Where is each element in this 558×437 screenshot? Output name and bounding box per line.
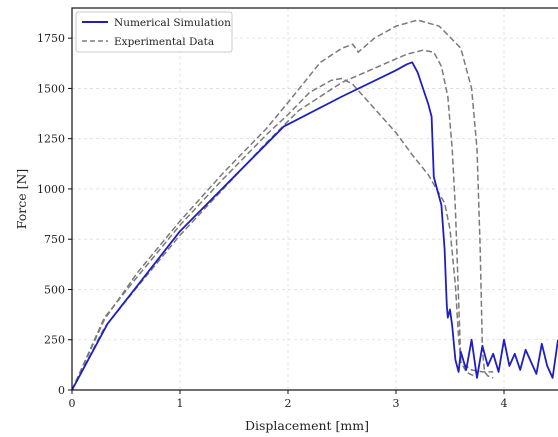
plot-frame xyxy=(71,7,558,391)
y-axis-label: Force [N] xyxy=(14,169,29,230)
y-tick-label: 1000 xyxy=(37,183,65,196)
x-tick-label: 4 xyxy=(501,397,508,410)
y-tick-label: 1750 xyxy=(37,32,65,45)
series-line-experimental-1 xyxy=(71,77,478,391)
y-tick-label: 1250 xyxy=(37,133,65,146)
series-line-experimental-2 xyxy=(71,49,494,391)
y-tick-label: 0 xyxy=(58,384,65,397)
y-tick-label: 250 xyxy=(44,334,65,347)
x-tick-label: 1 xyxy=(177,397,184,410)
y-tick-label: 750 xyxy=(44,233,65,246)
x-axis: 0 1 2 3 4 xyxy=(69,390,508,410)
series-lines xyxy=(71,19,558,391)
legend-box xyxy=(75,11,233,53)
y-tick-label: 1500 xyxy=(37,82,65,95)
legend-label-numerical: Numerical Simulation xyxy=(114,17,231,29)
grid xyxy=(71,8,558,391)
y-tick-label: 500 xyxy=(44,283,65,296)
x-tick-label: 2 xyxy=(285,397,292,410)
legend-label-experimental: Experimental Data xyxy=(114,36,214,48)
series-line-experimental-3 xyxy=(71,19,494,391)
legend: Numerical Simulation Experimental Data xyxy=(75,11,233,53)
x-axis-label: Displacement [mm] xyxy=(245,418,369,433)
x-tick-label: 3 xyxy=(393,397,400,410)
series-line-numerical-simulation xyxy=(71,61,558,391)
y-axis: 0 250 500 750 1000 1250 1500 1750 xyxy=(37,32,72,397)
x-tick-label: 0 xyxy=(69,397,76,410)
